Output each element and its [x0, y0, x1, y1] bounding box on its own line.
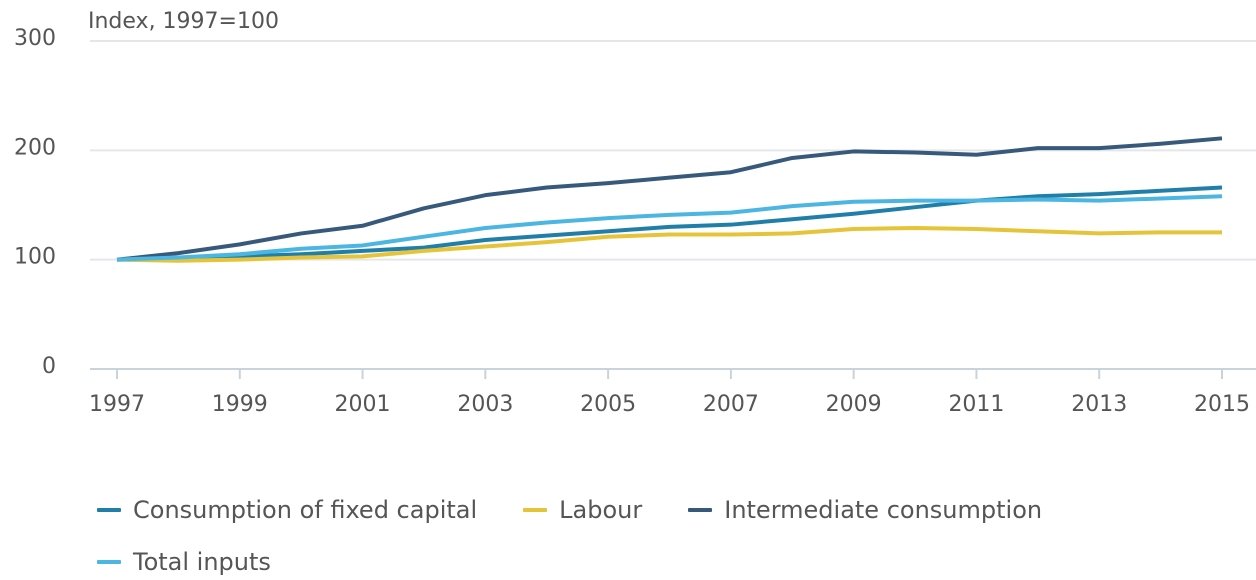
legend-item: Intermediate consumption — [688, 492, 1042, 528]
y-tick-label: 300 — [14, 26, 56, 51]
legend-item: Labour — [523, 492, 642, 528]
line-series — [116, 136, 1223, 262]
x-tick-label: 2003 — [457, 392, 513, 417]
legend-label: Labour — [559, 496, 643, 524]
x-tick-label: 2009 — [826, 392, 882, 417]
x-tick-label: 2015 — [1194, 392, 1250, 417]
legend-item: Consumption of fixed capital — [97, 492, 477, 528]
y-tick-label: 100 — [14, 245, 56, 270]
y-tick-label: 0 — [42, 354, 56, 379]
legend-swatch — [688, 508, 713, 512]
y-axis-label: Index, 1997=100 — [88, 9, 279, 34]
legend-swatch — [97, 560, 121, 564]
legend-label: Consumption of fixed capital — [133, 496, 478, 524]
legend-swatch — [523, 508, 548, 512]
x-tick-label: 1999 — [212, 392, 268, 417]
legend-label: Total inputs — [133, 548, 271, 576]
legend-label: Intermediate consumption — [724, 496, 1043, 524]
x-tick-label: 2011 — [948, 392, 1004, 417]
legend-swatch — [97, 508, 121, 512]
x-tick-label: 2001 — [335, 392, 391, 417]
y-tick-label: 200 — [14, 135, 56, 160]
chart: Index, 1997=100 0 100 200 300 1997 1999 2001 20… — [14, 9, 1256, 417]
line-series — [116, 194, 1223, 262]
line-series — [116, 185, 1223, 262]
line-series — [116, 225, 1222, 263]
x-tick-label: 2013 — [1071, 392, 1127, 417]
x-tick-label: 2007 — [703, 392, 759, 417]
x-tick-label: 2005 — [580, 392, 636, 417]
x-tick-label: 1997 — [89, 392, 145, 417]
legend: Consumption of fixed capital Labour Interm… — [97, 492, 1217, 580]
legend-item: Total inputs — [97, 544, 271, 580]
